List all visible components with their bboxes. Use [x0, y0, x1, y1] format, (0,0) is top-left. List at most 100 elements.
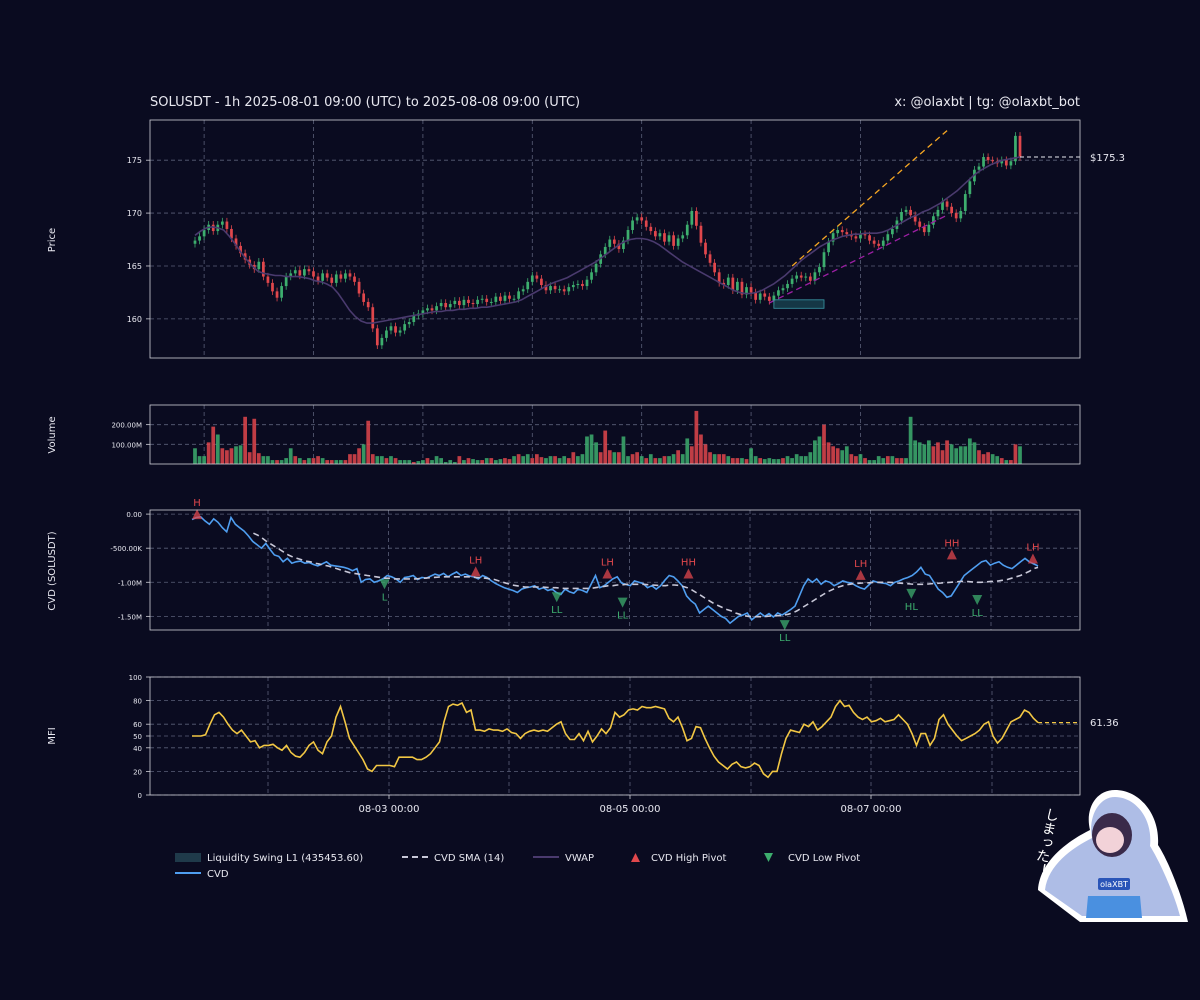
- volume-bar: [493, 460, 498, 464]
- volume-bar: [238, 445, 243, 464]
- cvd-low-pivot-label: HL: [905, 602, 919, 613]
- volume-bar: [439, 458, 443, 464]
- volume-bar: [917, 442, 922, 464]
- mfi-ytick-label: 40: [133, 745, 142, 753]
- candle-body: [544, 285, 548, 291]
- candle-body: [553, 286, 557, 290]
- volume-bar: [904, 458, 908, 464]
- candle-body: [608, 239, 612, 247]
- candle-body: [941, 201, 944, 210]
- volume-bar: [206, 442, 211, 464]
- volume-bar: [813, 440, 817, 464]
- volume-bar: [234, 446, 238, 464]
- volume-bar: [662, 456, 667, 464]
- candle-body: [448, 304, 452, 308]
- volume-bar: [899, 458, 904, 464]
- price-ytick-label: 165: [127, 262, 142, 271]
- candle-body: [881, 240, 885, 246]
- volume-bar: [434, 456, 439, 464]
- candle-body: [950, 206, 953, 214]
- volume-bar: [721, 454, 726, 464]
- volume-bar: [430, 460, 434, 464]
- candle-body: [859, 234, 862, 239]
- liquidity-zone: [773, 299, 825, 309]
- cvd-low-pivot-label: LL: [779, 633, 791, 644]
- candle-body: [685, 224, 689, 236]
- chart-title: SOLUSDT - 1h 2025-08-01 09:00 (UTC) to 2…: [150, 95, 580, 110]
- volume-bar: [275, 460, 279, 464]
- candle-body: [366, 301, 370, 308]
- volume-bar: [977, 450, 981, 464]
- volume-bar: [753, 456, 758, 464]
- candle-body: [344, 273, 347, 279]
- volume-bar: [398, 460, 402, 464]
- legend-label-cvd: CVD: [207, 869, 229, 880]
- candle-body: [562, 289, 566, 292]
- volume-bar: [844, 446, 849, 464]
- volume-bar: [1004, 460, 1009, 464]
- volume-bar: [808, 452, 813, 464]
- lower-trendline: [769, 214, 948, 304]
- candle-body: [549, 286, 552, 291]
- candle-body: [435, 306, 438, 311]
- candle-body: [321, 273, 324, 281]
- vwap-line: [194, 156, 1021, 324]
- cvd-high-pivot-label: LH: [469, 555, 482, 566]
- legend: Liquidity Swing L1 (435453.60) CVD CVD S…: [175, 853, 860, 880]
- volume-bar: [544, 458, 548, 464]
- volume-bar: [603, 430, 608, 464]
- candle-body: [489, 301, 493, 303]
- candle-body: [480, 298, 484, 300]
- volume-bar: [284, 458, 289, 464]
- volume-bar: [981, 454, 986, 464]
- volume-bar: [995, 456, 1000, 464]
- candle-body: [334, 274, 338, 283]
- mfi-ytick-label: 0: [138, 792, 142, 800]
- volume-bar: [475, 460, 480, 464]
- volume-bar: [462, 460, 466, 464]
- mfi-ytick-label: 100: [129, 674, 142, 682]
- volume-bar: [689, 446, 694, 464]
- volume-bar: [967, 438, 972, 464]
- volume-bar: [667, 456, 671, 464]
- legend-label-vwap: VWAP: [565, 853, 594, 864]
- volume-bar: [922, 444, 927, 464]
- volume-bar: [361, 444, 366, 464]
- volume-bar: [261, 456, 266, 464]
- candle-body: [617, 243, 621, 250]
- volume-bar: [338, 460, 343, 464]
- volume-bar: [767, 458, 772, 464]
- candle-body: [535, 275, 539, 279]
- cvd-low-pivot-marker: [779, 620, 790, 631]
- volume-bar: [288, 448, 293, 464]
- candle-body: [540, 278, 543, 286]
- legend-label-high-pivot: CVD High Pivot: [651, 853, 726, 864]
- volume-bar: [831, 446, 835, 464]
- volume-bar: [735, 458, 740, 464]
- volume-ytick-label: 100.00M: [111, 441, 142, 449]
- legend-swatch-low-pivot: [764, 853, 773, 862]
- candle-body: [704, 242, 707, 255]
- volume-bar: [566, 458, 571, 464]
- volume-bar: [863, 458, 867, 464]
- candle-body: [954, 213, 958, 219]
- volume-bar: [885, 456, 890, 464]
- candle-body: [193, 240, 197, 244]
- candle-body: [904, 209, 908, 213]
- candle-body: [767, 296, 771, 301]
- candle-body: [262, 261, 265, 277]
- candle-body: [740, 281, 744, 295]
- volume-bar: [334, 460, 339, 464]
- volume-bar: [530, 458, 535, 464]
- candle-body: [745, 287, 748, 295]
- volume-bar: [872, 460, 877, 464]
- cvd-high-pivot-marker: [946, 549, 957, 560]
- candle-body: [467, 299, 470, 303]
- candle-body: [257, 261, 261, 270]
- volume-ytick-label: 200.00M: [111, 422, 142, 430]
- volume-bar: [963, 446, 968, 464]
- mascot-sticker-icon: olaXBT しまった！: [1030, 790, 1188, 922]
- volume-bar: [740, 458, 744, 464]
- cvd-low-pivot-label: LL: [551, 605, 563, 616]
- volume-bar: [311, 458, 316, 464]
